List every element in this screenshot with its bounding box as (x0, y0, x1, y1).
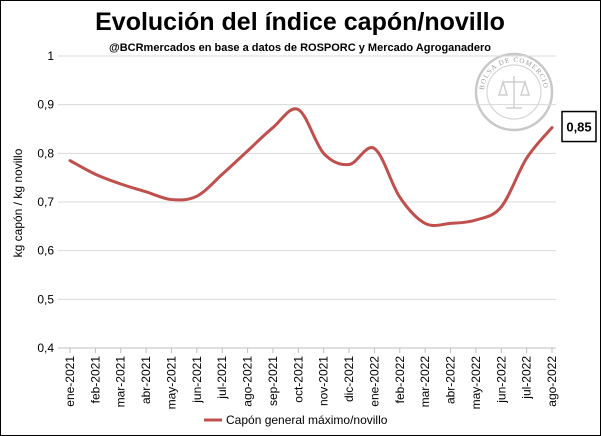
x-tick-label: abr-2021 (139, 356, 153, 404)
data-point (271, 126, 274, 129)
chart-title: Evolución del índice capón/novillo (95, 8, 505, 36)
data-point (297, 108, 300, 111)
x-tick-label: may-2021 (164, 356, 178, 410)
x-tick-label: mar-2022 (418, 356, 432, 408)
x-tick-label: feb-2022 (393, 356, 407, 404)
x-tick-label: may-2022 (469, 356, 483, 410)
data-point (373, 147, 376, 150)
y-tick-label: 0,7 (37, 195, 54, 209)
data-point (221, 173, 224, 176)
data-point (69, 159, 72, 162)
x-tick-label: nov-2021 (317, 356, 331, 406)
data-point (94, 173, 97, 176)
y-tick-label: 0,4 (37, 341, 54, 355)
x-tick-label: ene-2022 (367, 356, 381, 407)
y-tick-label: 0,6 (37, 244, 54, 258)
callout-label: 0,85 (566, 120, 591, 135)
chart-subtitle: @BCRmercados en base a datos de ROSPORC … (109, 42, 491, 54)
data-point (145, 190, 148, 193)
y-tick-label: 0,9 (37, 98, 54, 112)
x-tick-label: ago-2022 (545, 356, 559, 407)
y-tick-label: 1 (47, 49, 54, 63)
data-point (474, 219, 477, 222)
grid-lines (58, 55, 556, 349)
x-tick-label: sep-2021 (266, 356, 280, 406)
x-tick-label: jun-2021 (190, 356, 204, 404)
x-tick-label: dic-2021 (342, 356, 356, 402)
legend: Capón general máximo/novillo (204, 413, 388, 427)
series-line (68, 107, 554, 227)
data-point (322, 152, 325, 155)
series-layer (68, 107, 554, 227)
data-point (398, 196, 401, 199)
legend-label: Capón general máximo/novillo (226, 413, 388, 427)
last-value-callout: 0,85 (561, 110, 597, 143)
data-point (170, 198, 173, 201)
y-tick-label: 0,5 (37, 292, 54, 306)
y-axis-label: kg capón / kg novillo (11, 148, 25, 257)
data-point (500, 205, 503, 208)
x-tick-label: jul-2022 (520, 356, 534, 400)
x-tick-label: abr-2022 (444, 356, 458, 404)
x-tick-label: oct-2021 (291, 356, 305, 403)
data-point (551, 126, 554, 129)
x-tick-label: jun-2022 (494, 356, 508, 404)
data-point (449, 222, 452, 225)
data-point (424, 222, 427, 225)
x-axis: ene-2021 feb-2021 mar-2021 abr-2021 may-2021… (58, 347, 559, 410)
x-tick-label: ago-2021 (241, 356, 255, 407)
x-tick-label: ene-2021 (63, 356, 77, 407)
callout-box (561, 110, 597, 143)
data-point (246, 149, 249, 152)
y-axis-ticks: 0,4 0,5 0,6 0,7 0,8 0,9 1 (37, 49, 54, 355)
y-tick-label: 0,8 (37, 146, 54, 160)
x-tick-label: jul-2021 (215, 356, 229, 400)
x-tick-label: feb-2021 (88, 356, 102, 404)
x-tick-label: mar-2021 (114, 356, 128, 408)
data-point (195, 195, 198, 198)
data-point (348, 163, 351, 166)
data-point (525, 157, 528, 160)
data-point (119, 182, 122, 185)
